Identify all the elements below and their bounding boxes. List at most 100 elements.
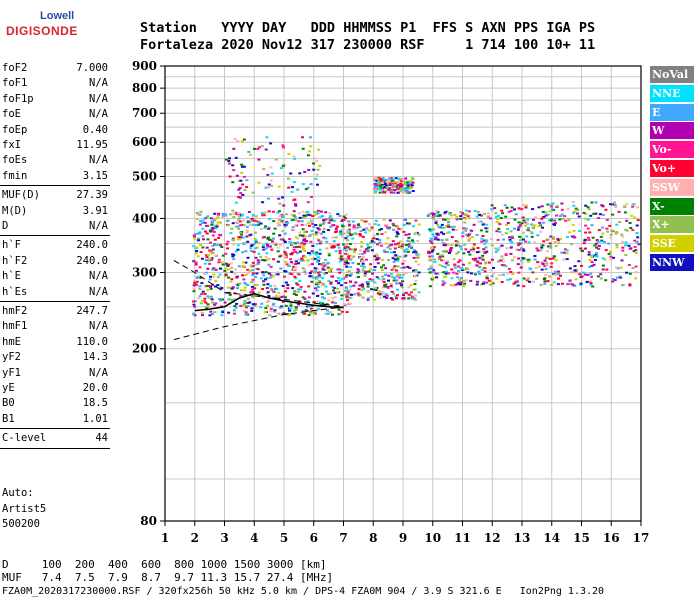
echo-point — [464, 217, 468, 220]
echo-point — [594, 242, 598, 245]
echo-point — [578, 229, 581, 232]
echo-point — [620, 233, 624, 236]
echo-point — [621, 249, 625, 252]
echo-point — [280, 213, 284, 216]
x-tick-label: 4 — [250, 531, 258, 545]
echo-point — [452, 258, 456, 261]
echo-point — [301, 234, 305, 237]
echo-point — [402, 294, 405, 296]
echo-point — [635, 206, 639, 209]
echo-point — [516, 284, 520, 287]
echo-point — [539, 230, 543, 233]
echo-point — [315, 160, 319, 163]
echo-point — [525, 221, 529, 224]
echo-point — [210, 257, 214, 260]
echo-point — [230, 270, 234, 273]
param-value: N/A — [89, 270, 108, 283]
echo-point — [241, 265, 245, 268]
echo-point — [229, 262, 233, 265]
echo-point — [274, 294, 278, 297]
echo-point — [357, 223, 361, 226]
echo-point — [363, 272, 367, 275]
echo-point — [517, 226, 521, 229]
echo-point — [324, 259, 328, 261]
echo-point — [588, 259, 592, 261]
echo-point — [241, 140, 244, 143]
echo-point — [315, 281, 318, 284]
echo-point — [553, 270, 557, 273]
echo-point — [266, 236, 270, 239]
echo-point — [209, 287, 213, 290]
echo-point — [514, 213, 518, 216]
echo-point — [348, 274, 352, 277]
echo-point — [311, 215, 315, 218]
echo-point — [585, 281, 589, 284]
echo-point — [394, 254, 398, 257]
echo-point — [227, 224, 231, 227]
echo-point — [382, 249, 386, 252]
echo-point — [317, 274, 321, 277]
echo-point — [289, 258, 293, 261]
autoscale-label: Auto: — [2, 487, 34, 499]
echo-point — [347, 257, 351, 260]
echo-point — [265, 242, 269, 245]
echo-point — [466, 234, 470, 237]
echo-point — [441, 265, 445, 268]
echo-point — [245, 235, 249, 238]
echo-point — [212, 230, 216, 233]
echo-point — [530, 235, 534, 238]
echo-point — [428, 251, 432, 254]
echo-point — [473, 210, 477, 212]
echo-point — [263, 259, 267, 262]
echo-point — [245, 229, 249, 232]
echo-point — [540, 268, 544, 271]
echo-point — [274, 243, 278, 246]
echo-point — [524, 206, 528, 209]
echo-point — [507, 210, 511, 213]
echo-point — [524, 224, 527, 227]
echo-point — [203, 262, 207, 265]
echo-point — [264, 247, 268, 250]
echo-point — [388, 219, 392, 222]
echo-point — [211, 228, 215, 231]
echo-point — [506, 278, 510, 281]
echo-point — [214, 268, 218, 271]
echo-point — [193, 237, 197, 240]
echo-point — [467, 216, 471, 219]
echo-point — [632, 203, 636, 206]
echo-point — [250, 309, 254, 312]
echo-point — [269, 307, 273, 310]
echo-point — [340, 294, 344, 297]
echo-point — [572, 229, 576, 232]
echo-point — [240, 223, 244, 226]
echo-point — [310, 280, 314, 283]
echo-point — [627, 244, 631, 247]
echo-point — [431, 217, 435, 220]
logo-line2: DIGISONDE — [6, 24, 78, 38]
echo-point — [484, 227, 488, 230]
echo-point — [442, 250, 446, 253]
echo-point — [596, 275, 600, 278]
echo-point — [195, 269, 198, 272]
echo-point — [460, 277, 463, 279]
echo-point — [597, 217, 600, 219]
echo-point — [373, 281, 377, 284]
echo-point — [533, 258, 537, 261]
echo-point — [417, 253, 421, 256]
echo-point — [501, 273, 505, 276]
echo-point — [462, 230, 466, 233]
echo-point — [291, 287, 295, 290]
echo-point — [246, 216, 250, 219]
echo-point — [248, 269, 252, 272]
echo-point — [586, 218, 590, 221]
echo-point — [535, 247, 539, 250]
echo-point — [444, 272, 448, 275]
echo-point — [276, 211, 280, 214]
echo-point — [395, 279, 399, 282]
echo-point — [503, 204, 507, 207]
echo-point — [257, 291, 261, 294]
param-name: MUF(D) — [2, 189, 40, 202]
echo-point — [226, 264, 230, 267]
echo-point — [218, 267, 222, 270]
echo-point — [445, 238, 449, 241]
